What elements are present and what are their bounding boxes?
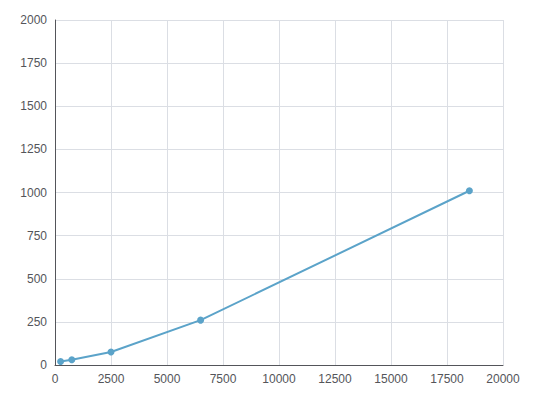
svg-text:0: 0 <box>40 358 47 372</box>
svg-text:17500: 17500 <box>430 372 464 386</box>
svg-text:500: 500 <box>27 272 47 286</box>
svg-text:12500: 12500 <box>318 372 352 386</box>
svg-text:750: 750 <box>27 229 47 243</box>
svg-text:1250: 1250 <box>20 142 47 156</box>
svg-text:0: 0 <box>52 372 59 386</box>
svg-text:1000: 1000 <box>20 186 47 200</box>
svg-text:7500: 7500 <box>210 372 237 386</box>
svg-text:20000: 20000 <box>486 372 520 386</box>
svg-text:1500: 1500 <box>20 99 47 113</box>
svg-text:5000: 5000 <box>154 372 181 386</box>
svg-text:10000: 10000 <box>262 372 296 386</box>
svg-text:1750: 1750 <box>20 56 47 70</box>
svg-text:2500: 2500 <box>98 372 125 386</box>
svg-text:15000: 15000 <box>374 372 408 386</box>
svg-text:2000: 2000 <box>20 13 47 27</box>
svg-text:250: 250 <box>27 315 47 329</box>
